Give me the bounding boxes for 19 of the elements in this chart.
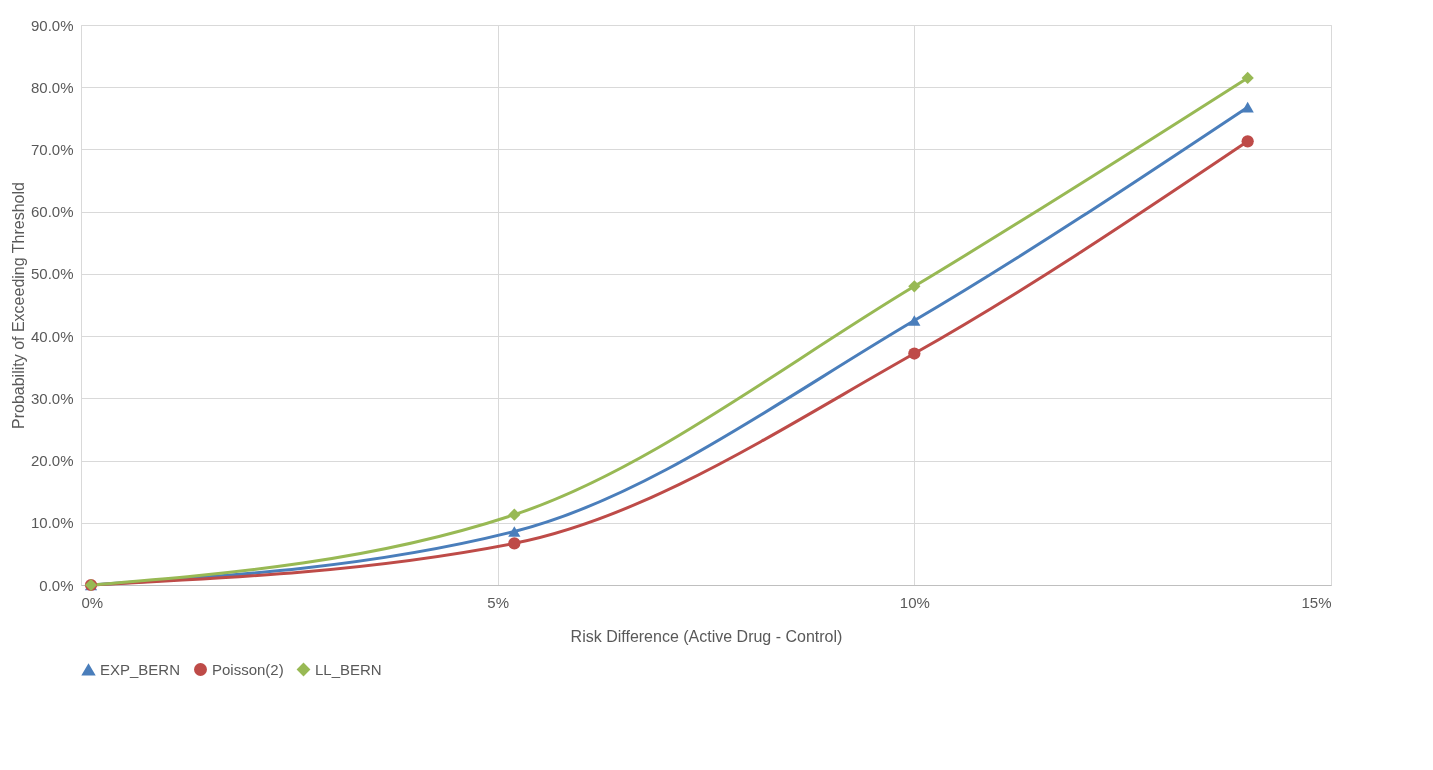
y-tick-label: 20.0% [30,452,74,470]
y-tick-label: 80.0% [30,78,74,96]
x-tick-label: 10% [899,593,930,611]
y-tick-label: 70.0% [30,140,74,158]
x-tick-label: 0% [81,593,104,611]
y-tick-label: 90.0% [30,16,74,34]
x-tick-label: 15% [1301,593,1332,611]
x-axis-title: Risk Difference (Active Drug - Control) [570,627,843,645]
legend-label: Poisson(2) [212,660,284,678]
y-axis-title: Probability of Exceeding Threshold [9,182,27,429]
y-tick-label: 40.0% [30,327,74,345]
legend-label: LL_BERN [315,660,382,678]
y-tick-label: 10.0% [30,514,74,532]
y-tick-label: 50.0% [30,265,74,283]
y-tick-label: 60.0% [30,203,74,221]
x-tick-label: 5% [487,593,510,611]
y-tick-label: 0.0% [39,576,74,594]
legend-label: EXP_BERN [100,660,181,678]
y-tick-label: 30.0% [30,389,74,407]
